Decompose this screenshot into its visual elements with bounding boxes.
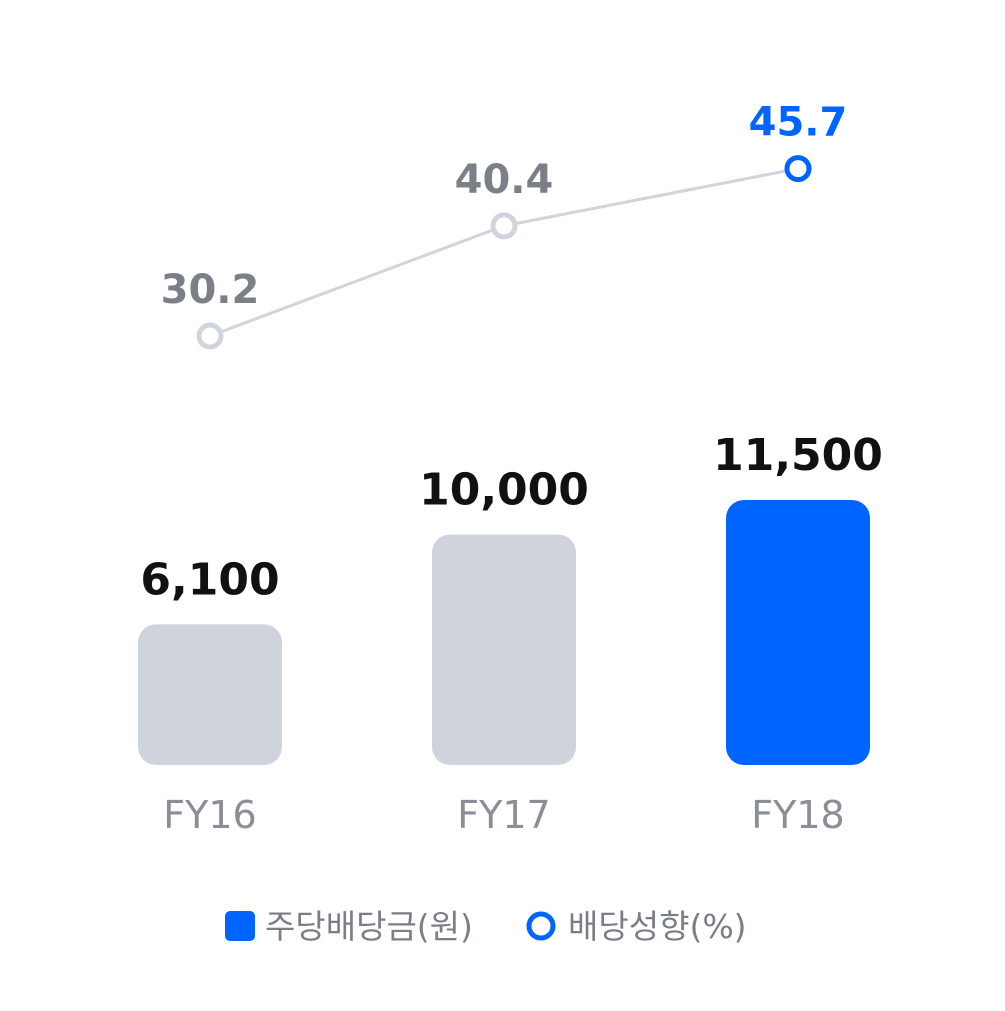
line-value-label-fy16: 30.2	[161, 267, 260, 313]
legend: 주당배당금(원) 배당성향(%)	[225, 907, 747, 946]
bar-value-label-fy16: 6,100	[140, 554, 279, 605]
legend-line-label: 배당성향(%)	[568, 907, 747, 946]
bar-fy18	[726, 500, 870, 765]
dividend-per-share-series: 6,100 10,000 11,500	[138, 430, 883, 765]
x-tick-label-fy17: FY17	[457, 793, 550, 837]
x-tick-label-fy16: FY16	[163, 793, 256, 837]
x-axis: FY16 FY17 FY18	[163, 793, 844, 837]
bar-value-label-fy17: 10,000	[419, 465, 589, 516]
legend-line-swatch	[526, 911, 556, 941]
line-value-label-fy17: 40.4	[455, 157, 554, 203]
bar-fy17	[432, 534, 576, 765]
x-tick-label-fy18: FY18	[751, 793, 844, 837]
legend-bar-label: 주당배당금(원)	[265, 907, 473, 946]
line-point-fy18	[784, 155, 812, 183]
bar-fy16	[138, 624, 282, 765]
line-point-fy17	[490, 212, 518, 240]
bar-value-label-fy18: 11,500	[713, 430, 883, 481]
line-value-label-fy18: 45.7	[749, 100, 848, 146]
payout-ratio-series: 30.2 40.4 45.7	[161, 100, 848, 350]
legend-bar-swatch	[225, 911, 255, 941]
line-point-fy16	[196, 322, 224, 350]
